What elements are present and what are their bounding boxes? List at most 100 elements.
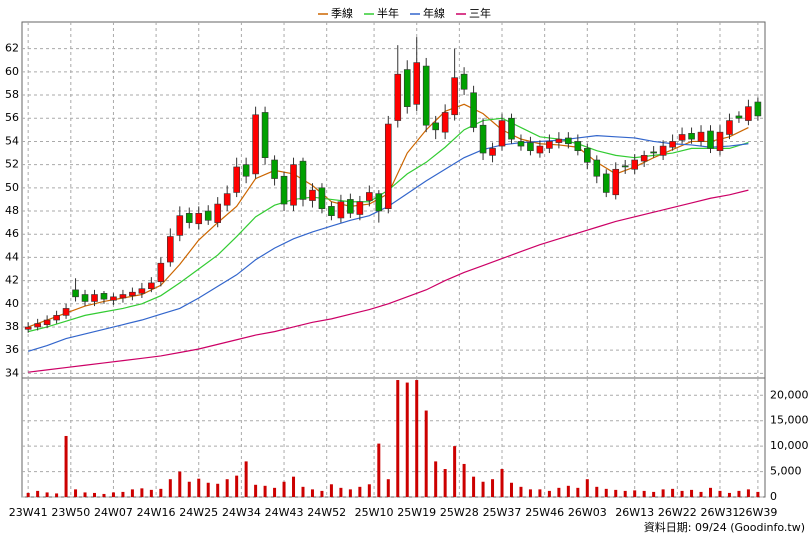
candle-body	[214, 203, 222, 223]
volume-bar	[178, 471, 182, 497]
legend-label: 半年	[377, 6, 399, 20]
x-tick-label: 24W07	[94, 506, 133, 519]
candle-body	[24, 326, 32, 330]
candle-body	[129, 291, 136, 296]
candle-body	[328, 206, 335, 216]
volume-bar	[405, 382, 409, 497]
volume-bar	[727, 492, 731, 497]
candle-body	[384, 123, 392, 209]
volume-bar	[614, 489, 618, 497]
x-tick-label: 24W52	[307, 506, 346, 519]
volume-bar	[509, 482, 513, 497]
candle-body	[546, 141, 553, 149]
candle-body	[451, 77, 458, 116]
volume-bar	[301, 486, 305, 497]
volume-bar	[168, 479, 172, 497]
volume-bar	[74, 489, 78, 497]
candle-body	[612, 168, 620, 196]
candle-body	[460, 73, 468, 90]
candle-body	[119, 294, 127, 299]
candle-body	[318, 187, 326, 209]
candle-body	[62, 308, 70, 316]
candle-body	[375, 193, 383, 212]
candle-body	[290, 164, 297, 206]
x-tick-label: 23W50	[51, 506, 90, 519]
volume-bar	[585, 479, 589, 497]
volume-bar	[756, 491, 760, 497]
volume-bar	[453, 446, 457, 497]
volume-bar	[642, 490, 646, 497]
volume-panel	[21, 377, 766, 498]
candle-body	[299, 160, 307, 200]
candle-body	[584, 148, 591, 163]
volume-bar	[273, 487, 277, 497]
y-tick-label: 34	[5, 366, 19, 379]
volume-bar	[472, 476, 476, 497]
x-tick-label: 24W34	[222, 506, 261, 519]
volume-bar	[339, 487, 343, 497]
volume-bar	[36, 490, 40, 497]
volume-bar	[235, 475, 239, 497]
y-tick-label: 38	[5, 320, 19, 333]
volume-bar	[557, 487, 561, 497]
volume-bar	[102, 493, 106, 497]
candle-body	[754, 101, 762, 117]
volume-bar	[718, 490, 722, 497]
volume-bar	[92, 492, 96, 497]
volume-bar	[254, 484, 258, 497]
legend-label: 年線	[423, 6, 445, 20]
volume-bar	[462, 463, 466, 497]
volume-bar	[263, 485, 267, 497]
volume-bar	[367, 484, 371, 497]
candle-body	[167, 236, 174, 263]
volume-bar	[604, 488, 608, 497]
volume-bar	[633, 490, 637, 497]
candle-body	[100, 293, 108, 300]
candle-body	[726, 120, 733, 135]
volume-bar	[680, 490, 684, 497]
candle-body	[659, 145, 667, 156]
volume-tick-label: 5,000	[770, 465, 802, 478]
price-panel	[21, 21, 766, 379]
volume-tick-label: 15,000	[770, 414, 808, 427]
y-tick-label: 46	[5, 227, 19, 240]
x-tick-label: 24W16	[137, 506, 176, 519]
candle-body	[157, 262, 165, 283]
x-tick-label: 24W43	[265, 506, 304, 519]
candle-body	[517, 141, 525, 147]
candle-body	[43, 319, 51, 325]
y-tick-label: 40	[5, 297, 19, 310]
legend-label: 三年	[469, 6, 491, 20]
x-tick-label: 25W19	[397, 506, 436, 519]
x-tick-label: 26W31	[701, 506, 740, 519]
volume-bar	[661, 489, 665, 497]
candle-body	[413, 62, 421, 105]
volume-bar	[26, 492, 30, 497]
y-tick-label: 42	[5, 274, 19, 287]
volume-bar	[690, 489, 694, 497]
y-tick-label: 58	[5, 88, 19, 101]
candle-body	[110, 296, 117, 301]
volume-bar	[111, 492, 115, 497]
candle-body	[280, 175, 288, 205]
volume-bar	[595, 486, 599, 497]
candle-body	[565, 137, 572, 145]
volume-bar	[699, 491, 703, 497]
candle-body	[422, 65, 430, 126]
candle-body	[356, 201, 364, 215]
candle-body	[669, 141, 676, 148]
y-tick-label: 36	[5, 343, 19, 356]
volume-bar	[671, 488, 675, 497]
volume-bar	[491, 479, 495, 497]
candle-body	[527, 142, 534, 152]
candle-body	[640, 155, 648, 162]
candle-body	[347, 199, 354, 214]
volume-tick-label: 20,000	[770, 388, 808, 401]
x-tick-label: 25W46	[525, 506, 564, 519]
volume-bar	[500, 469, 504, 497]
candle-body	[631, 159, 638, 170]
volume-bar	[481, 481, 485, 497]
ma-line	[28, 189, 749, 373]
legend-label: 季線	[331, 6, 353, 20]
